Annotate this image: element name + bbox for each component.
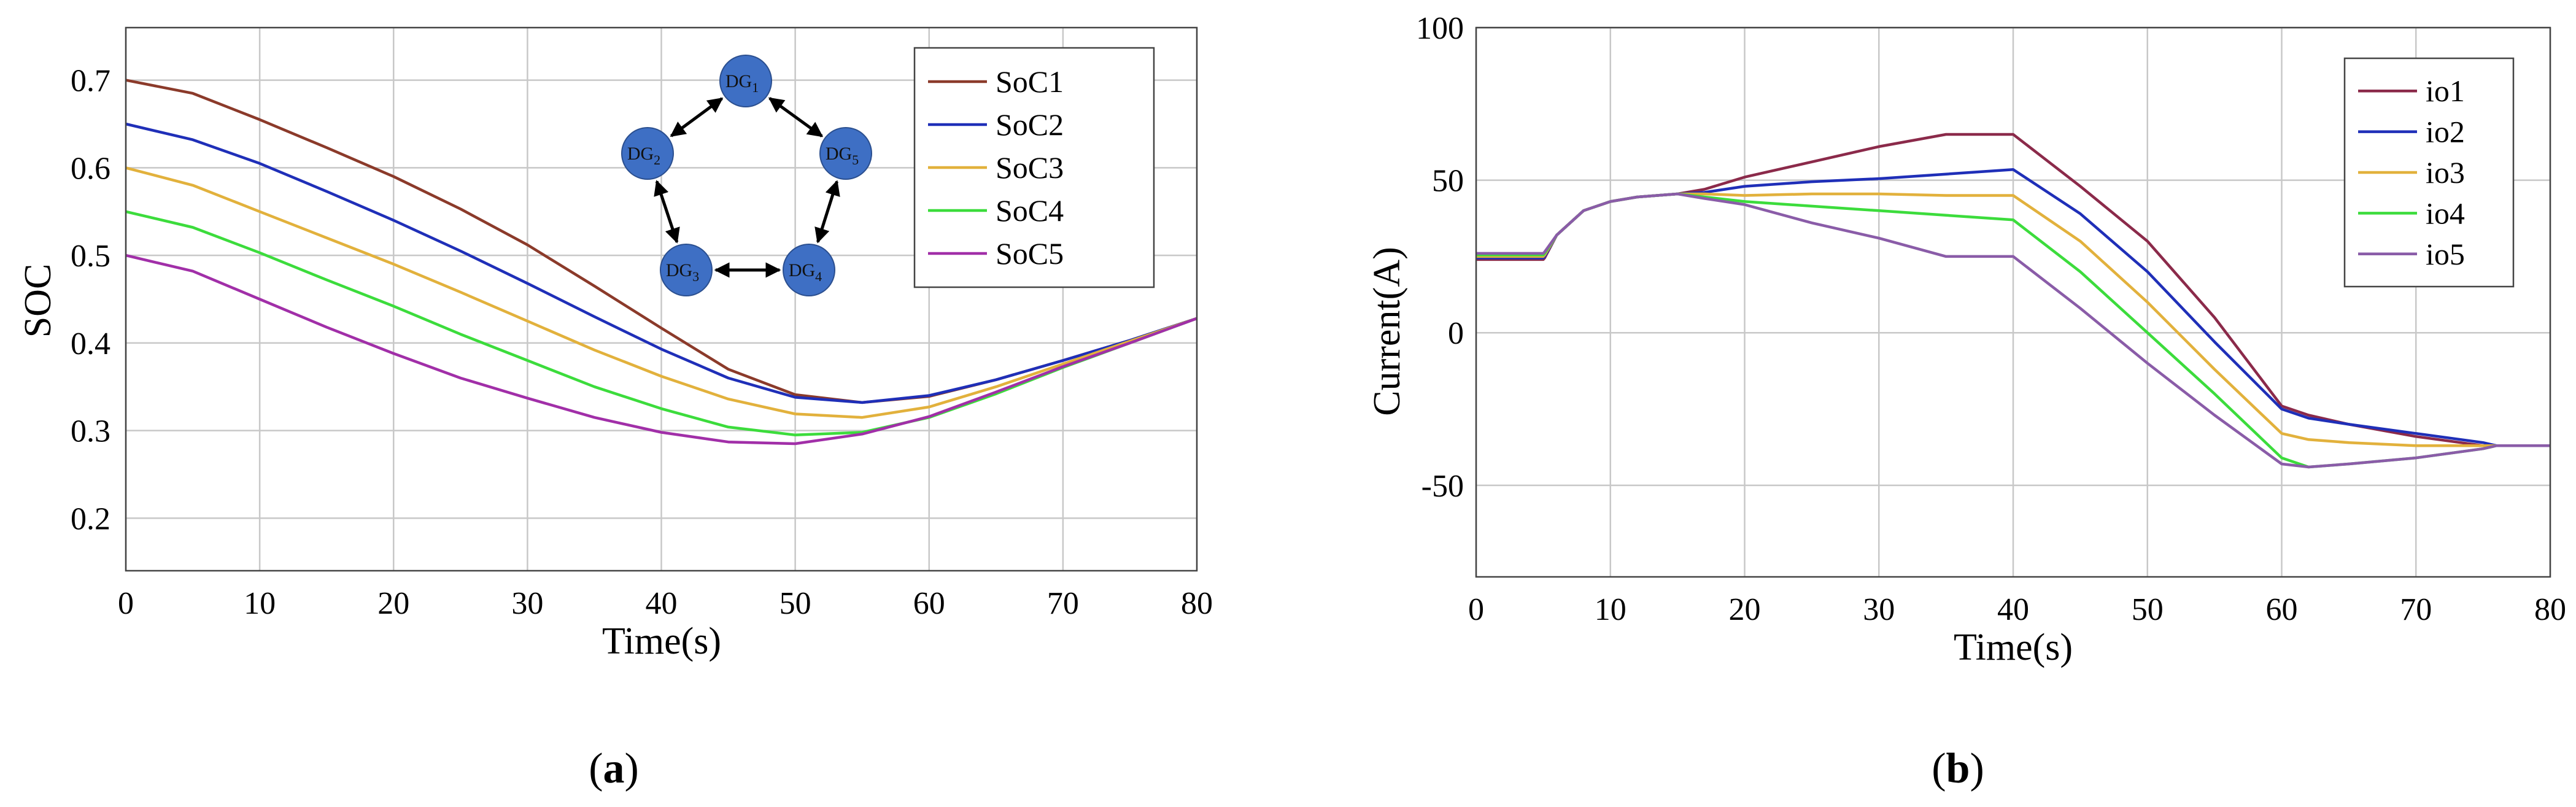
dg-node-label-dg2: DG2 <box>627 144 660 168</box>
current-y-tick-label: 100 <box>1416 11 1464 46</box>
caption-b-close-paren: ) <box>1970 745 1984 792</box>
current-x-axis-label: Time(s) <box>1954 627 2073 668</box>
soc-legend: SoC1 SoC2 SoC3 SoC4 SoC5 <box>913 47 1155 288</box>
soc-x-tick-label: 60 <box>913 586 945 621</box>
current-legend-label-io2: io2 <box>2426 115 2465 149</box>
dg-node-dg2 <box>621 127 674 180</box>
soc-y-tick-label: 0.7 <box>71 64 110 99</box>
caption-a-close-paren: ) <box>625 745 639 792</box>
dg-node-dg5 <box>819 127 872 180</box>
caption-a-letter: a <box>603 745 625 792</box>
current-y-tick-label: 50 <box>1432 164 1464 199</box>
current-x-tick-label: 10 <box>1595 592 1626 627</box>
current-legend-label-io5: io5 <box>2426 237 2465 271</box>
dg-node-label-dg1: DG1 <box>725 71 759 95</box>
caption-a-open-paren: ( <box>589 745 603 792</box>
current-tick-labels: 0 10 20 30 40 50 60 70 80 -50 0 50 100 <box>1416 11 2566 627</box>
soc-tick-labels: 0 10 20 30 40 50 60 70 80 0.2 0.3 0.4 0.5 0.6 0.7 <box>71 64 1213 621</box>
soc-legend-label-soc2: SoC2 <box>996 107 1064 142</box>
dg-link-dg2-dg3 <box>654 180 680 244</box>
soc-series-group <box>125 79 1197 446</box>
current-series-group <box>1476 133 2550 469</box>
soc-y-axis-label: SOC <box>17 264 59 338</box>
current-y-tick-label: 0 <box>1448 316 1464 351</box>
soc-y-tick-label: 0.4 <box>71 326 110 361</box>
dg-node-label-dg4: DG4 <box>789 260 822 284</box>
current-x-tick-label: 40 <box>1997 592 2029 627</box>
current-x-tick-label: 20 <box>1729 592 1761 627</box>
soc-series-soc2-line <box>125 122 1197 404</box>
soc-x-axis-label: Time(s) <box>602 620 721 662</box>
soc-x-tick-label: 70 <box>1047 586 1079 621</box>
soc-legend-label-soc5: SoC5 <box>996 236 1064 271</box>
soc-y-tick-label: 0.5 <box>71 239 110 274</box>
caption-b-open-paren: ( <box>1932 745 1946 792</box>
soc-legend-label-soc4: SoC4 <box>996 193 1064 228</box>
current-x-tick-label: 80 <box>2534 592 2566 627</box>
current-y-tick-label: -50 <box>1421 469 1464 504</box>
current-x-tick-label: 30 <box>1863 592 1895 627</box>
current-x-tick-label: 0 <box>1468 592 1484 627</box>
soc-series-soc3-line <box>125 166 1197 419</box>
current-legend-label-io3: io3 <box>2426 155 2465 190</box>
soc-legend-label-soc3: SoC3 <box>996 150 1064 185</box>
soc-x-tick-label: 0 <box>118 586 134 621</box>
soc-y-tick-label: 0.3 <box>71 414 110 449</box>
soc-legend-label-soc1: SoC1 <box>996 64 1064 99</box>
dg-node-label-dg3: DG3 <box>666 260 699 284</box>
soc-series-soc5-line <box>125 253 1197 446</box>
current-legend-label-io4: io4 <box>2426 196 2465 230</box>
current-legend: io1 io2 io3 io4 io5 <box>2343 57 2515 288</box>
soc-x-tick-label: 10 <box>244 586 276 621</box>
current-x-tick-label: 70 <box>2400 592 2432 627</box>
dg-node-dg3 <box>660 244 713 296</box>
soc-x-tick-label: 50 <box>779 586 811 621</box>
dg-link-dg1-dg5 <box>768 97 824 137</box>
dg-node-dg4 <box>783 244 835 296</box>
dg-link-dg4-dg5 <box>814 180 840 244</box>
caption-a: (a) <box>589 745 639 792</box>
soc-y-tick-label: 0.2 <box>71 501 110 536</box>
caption-b: (b) <box>1932 745 1984 792</box>
current-x-tick-label: 50 <box>2132 592 2164 627</box>
dg-link-dg1-dg2 <box>670 97 724 137</box>
soc-x-tick-label: 20 <box>377 586 409 621</box>
current-plot-frame <box>1475 26 2551 578</box>
current-series-io5-line <box>1476 192 2550 469</box>
dg-node-label-dg5: DG5 <box>826 144 859 168</box>
dg-node-dg1 <box>719 55 772 107</box>
soc-x-tick-label: 30 <box>511 586 543 621</box>
soc-x-tick-label: 80 <box>1181 586 1213 621</box>
soc-x-tick-label: 40 <box>646 586 678 621</box>
soc-plot-frame <box>125 26 1198 572</box>
caption-b-letter: b <box>1946 745 1970 792</box>
current-x-tick-label: 60 <box>2266 592 2298 627</box>
soc-y-tick-label: 0.6 <box>71 151 110 186</box>
current-legend-label-io1: io1 <box>2426 74 2465 108</box>
current-y-axis-label: Current(A) <box>1366 247 1408 415</box>
dg-network-diagram: DG1 DG2 DG3 DG4 DG5 <box>621 55 872 296</box>
